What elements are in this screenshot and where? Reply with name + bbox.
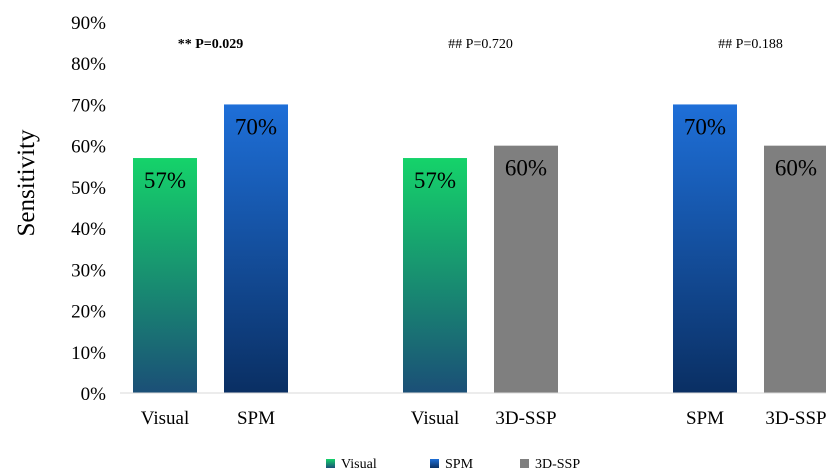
y-tick-label: 90%: [71, 13, 106, 34]
y-axis-label: Sensitivity: [13, 129, 40, 236]
x-category-label: SPM: [686, 408, 724, 429]
bar-3d-ssp: [764, 145, 826, 393]
x-category-label: 3D-SSP: [765, 408, 826, 429]
legend-swatch: [430, 459, 439, 468]
y-tick-label: 50%: [71, 178, 106, 199]
legend-label: Visual: [341, 457, 377, 472]
x-category-label: Visual: [141, 408, 189, 429]
legend: Visual SPM 3D-SSP: [326, 457, 580, 472]
p-value-annotation: ## P=0.188: [718, 37, 783, 52]
y-tick-label: 10%: [71, 343, 106, 364]
y-tick-label: 0%: [81, 384, 107, 405]
bar-3d-ssp: [494, 145, 558, 393]
bar-value-label: 57%: [144, 168, 186, 193]
bar-visual: [133, 158, 197, 393]
bar-value-label: 70%: [235, 114, 277, 139]
y-axis-ticks: 0% 10% 20% 30% 40% 50% 60% 70% 80% 90%: [71, 13, 106, 405]
bar-spm: [673, 104, 737, 393]
y-tick-label: 60%: [71, 137, 106, 158]
bar-spm: [224, 104, 288, 393]
p-value-annotations: ** P=0.029 ## P=0.720 ## P=0.188: [178, 37, 783, 52]
y-tick-label: 70%: [71, 95, 106, 116]
bar-value-label: 60%: [775, 156, 817, 181]
legend-label: 3D-SSP: [535, 457, 580, 472]
legend-swatch: [326, 459, 335, 468]
legend-label: SPM: [445, 457, 474, 472]
p-value-annotation: ## P=0.720: [448, 37, 513, 52]
legend-swatch: [520, 459, 529, 468]
x-category-label: SPM: [237, 408, 275, 429]
y-tick-label: 40%: [71, 219, 106, 240]
x-category-label: 3D-SSP: [495, 408, 556, 429]
x-category-label: Visual: [411, 408, 459, 429]
bar-value-label: 70%: [684, 114, 726, 139]
p-value-annotation: ** P=0.029: [178, 37, 244, 52]
y-tick-label: 20%: [71, 302, 106, 323]
bar-value-label: 60%: [505, 156, 547, 181]
y-tick-label: 80%: [71, 54, 106, 75]
bars: 57% Visual 70% SPM 57% Visual 60% 3D-SSP 70% SPM 6…: [133, 104, 826, 429]
y-tick-label: 30%: [71, 260, 106, 281]
bar-value-label: 57%: [414, 168, 456, 193]
bar-visual: [403, 158, 467, 393]
